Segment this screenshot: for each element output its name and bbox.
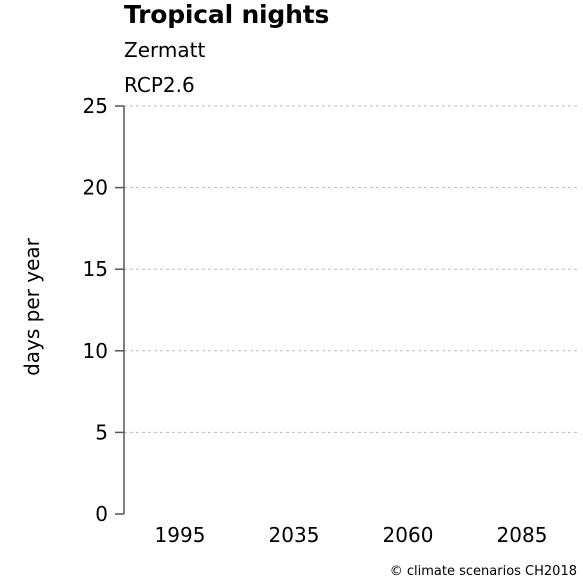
y-axis-ticks: 0 5 10 15 20 25 [83, 94, 124, 526]
y-tick-label-20: 20 [83, 176, 108, 200]
y-tick-label-15: 15 [83, 257, 108, 281]
y-tick-label-10: 10 [83, 339, 108, 363]
x-tick-label-2085: 2085 [497, 523, 548, 547]
gridlines [124, 105, 580, 433]
x-tick-label-2060: 2060 [383, 523, 434, 547]
chart-title: Tropical nights [124, 0, 330, 29]
chart-subtitle-location: Zermatt [124, 38, 206, 62]
x-tick-label-1995: 1995 [155, 523, 206, 547]
x-tick-label-2035: 2035 [269, 523, 320, 547]
chart-subtitle-scenario: RCP2.6 [124, 73, 195, 97]
y-tick-label-5: 5 [95, 420, 108, 444]
y-tick-label-25: 25 [83, 94, 108, 118]
x-axis-ticks: 1995 2035 2060 2085 [155, 523, 548, 547]
copyright-credit: © climate scenarios CH2018 [389, 564, 577, 579]
y-tick-label-0: 0 [95, 502, 108, 526]
